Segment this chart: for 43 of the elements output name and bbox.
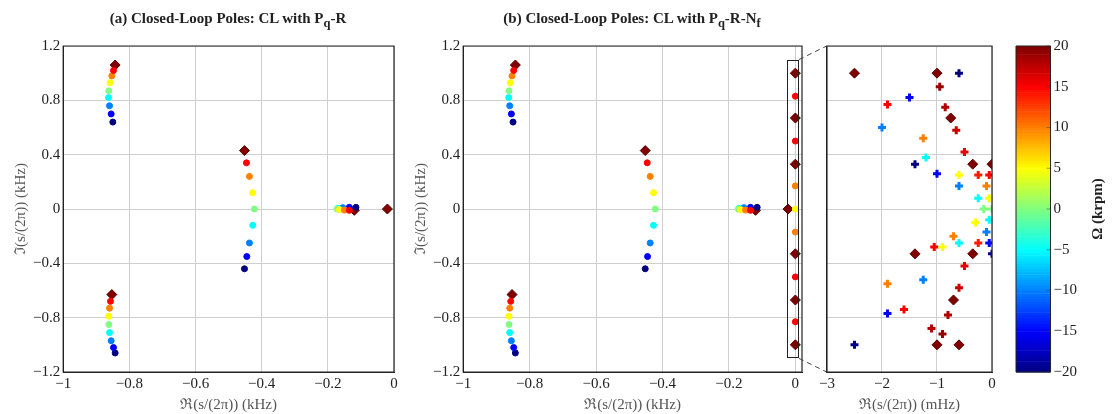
y-tick-label: 0.8 [41, 91, 61, 108]
x-tick-label: −0.2 [715, 374, 743, 391]
x-tick-label: −0.8 [115, 374, 143, 391]
x-axis-title: ℜ(s/(2π)) (mHz) [859, 395, 960, 413]
y-tick-label: 0.8 [441, 91, 461, 108]
y-tick-label: 0.4 [41, 145, 61, 162]
x-tick-label: −0.8 [516, 374, 544, 391]
x-tick-label: −0.6 [582, 374, 611, 391]
y-tick-label: −0.4 [32, 254, 61, 271]
x-axis-title: ℜ(s/(2π)) (kHz) [584, 395, 681, 413]
y-tick-label: 1.2 [441, 36, 461, 53]
y-tick-label: −0.8 [432, 308, 461, 325]
color-bar-label: −15 [1053, 322, 1078, 339]
x-tick-label: 0 [988, 374, 996, 391]
x-tick-label: −2 [874, 374, 890, 391]
x-tick-label: −0.4 [648, 374, 677, 391]
x-axis-title: ℜ(s/(2π)) (kHz) [180, 395, 277, 413]
x-tick-label: 0 [390, 374, 398, 391]
y-tick-label: −0.8 [32, 308, 61, 325]
y-tick-label: 1.2 [41, 36, 61, 53]
x-tick-label: −0.6 [181, 374, 210, 391]
x-tick-label: −1 [929, 374, 945, 391]
chart-title: (b) Closed-Loop Poles: CL with P$_{q}$-R-N$_{f}$ [502, 10, 762, 31]
x-tick-label: −0.4 [248, 374, 276, 391]
y-tick-label: 0.4 [441, 145, 461, 162]
color-bar-label: −5 [1053, 240, 1070, 257]
color-bar-label: −10 [1053, 281, 1078, 298]
color-bar-label: 15 [1053, 77, 1069, 94]
color-bar-label: −20 [1053, 362, 1078, 379]
chart-title: (a) Closed-Loop Poles: CL with P$_{q}$-R [108, 10, 348, 31]
x-tick-label: −3 [819, 374, 835, 391]
color-bar-label: 0 [1053, 199, 1062, 216]
x-tick-label: −0.2 [314, 374, 342, 391]
color-bar-title: Ω (krpm) [1088, 178, 1106, 240]
color-bar-label: 10 [1053, 118, 1069, 135]
y-tick-label: −0.4 [432, 254, 461, 271]
color-bar-label: 20 [1053, 36, 1069, 53]
color-bar-label: 5 [1053, 159, 1062, 176]
y-tick-label: 0 [452, 199, 461, 216]
y-axis-title: ℑ(s/(2π)) (kHz) [411, 163, 429, 255]
x-tick-label: 0 [791, 374, 800, 391]
y-tick-label: 0 [52, 199, 61, 216]
y-axis-title: ℑ(s/(2π)) (kHz) [11, 163, 29, 255]
